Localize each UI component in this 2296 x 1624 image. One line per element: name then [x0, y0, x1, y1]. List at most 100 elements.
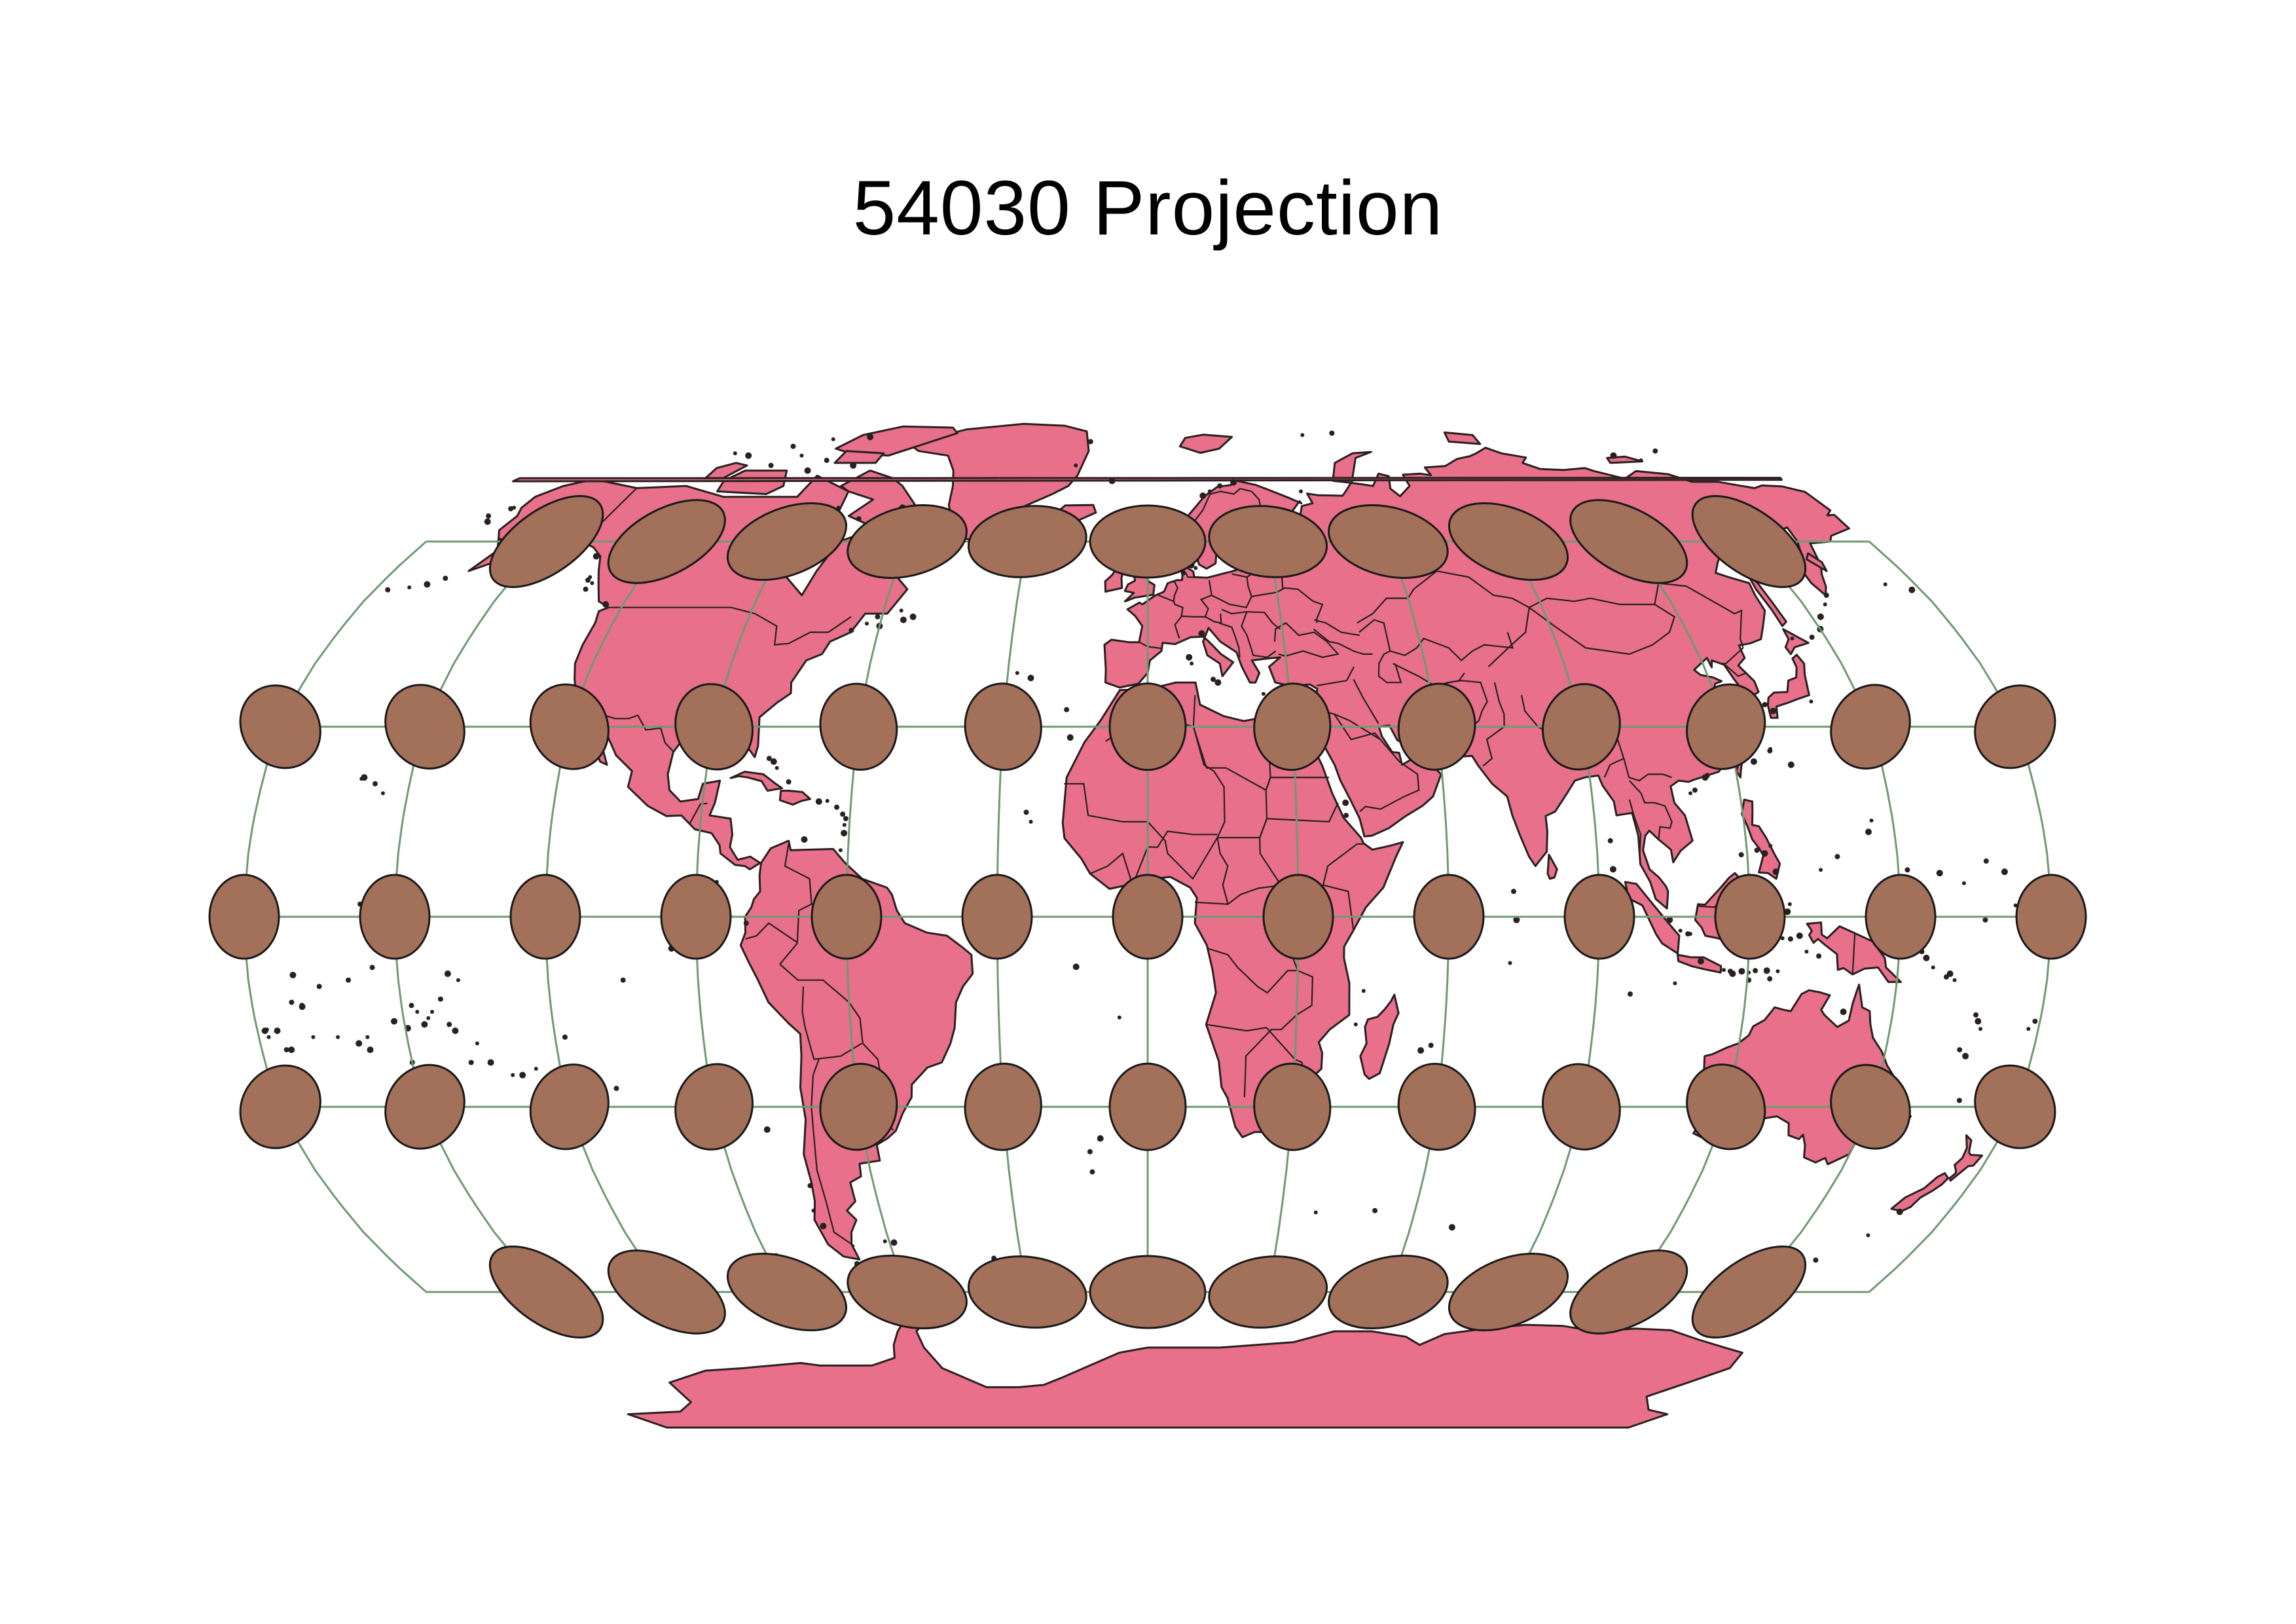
landmass-novaya-zemlya	[1332, 451, 1372, 484]
border-png-border	[1851, 933, 1856, 975]
border-turkey-south	[1317, 666, 1355, 687]
border-africa-horizontal-4	[1207, 948, 1298, 994]
island-speck	[484, 518, 491, 525]
tissot-indicatrix	[1974, 684, 2056, 769]
island-speck	[1261, 692, 1266, 696]
island-speck	[346, 977, 351, 983]
tissot-indicatrix	[208, 874, 280, 960]
island-speck	[2001, 868, 2008, 876]
island-speck	[875, 614, 881, 619]
island-speck	[456, 978, 460, 982]
landmass-antarctica	[627, 1310, 1743, 1429]
border-europe-8	[1221, 608, 1281, 630]
tissot-indicatrix	[1328, 504, 1449, 580]
island-speck	[385, 587, 391, 593]
island-speck	[424, 581, 431, 588]
island-speck	[1809, 635, 1815, 640]
island-speck	[1754, 847, 1760, 853]
island-speck	[1952, 978, 1957, 982]
island-speck	[1767, 748, 1773, 754]
island-speck	[1869, 819, 1874, 822]
island-speck	[1813, 1257, 1819, 1263]
tissot-indicatrix	[2015, 874, 2087, 960]
island-speck	[613, 1086, 619, 1092]
island-speck	[1834, 854, 1840, 860]
island-speck	[1816, 953, 1822, 959]
island-speck	[289, 972, 297, 978]
island-speck	[1767, 976, 1773, 982]
tissot-indicatrix	[1397, 1063, 1476, 1151]
tissot-indicatrix	[384, 684, 465, 770]
border-europe-5	[1184, 572, 1208, 579]
island-speck	[1417, 1047, 1425, 1054]
border-colombia-venezuela	[784, 843, 812, 904]
tissot-indicatrix	[1328, 1254, 1449, 1330]
island-speck	[804, 467, 811, 474]
island-speck	[486, 513, 492, 519]
island-speck	[1763, 967, 1770, 974]
landmass-wrangel-island	[512, 477, 1783, 483]
island-speck	[801, 836, 808, 843]
border-europe-4	[1173, 580, 1179, 602]
tissot-indicatrix	[1830, 684, 1911, 770]
island-speck	[1908, 586, 1916, 593]
island-speck	[1342, 799, 1349, 806]
island-speck	[1840, 1008, 1847, 1016]
island-speck	[1372, 1208, 1378, 1213]
island-speck	[437, 996, 443, 1002]
island-speck	[836, 506, 841, 510]
island-speck	[840, 811, 846, 817]
island-speck	[1787, 936, 1793, 942]
island-speck	[511, 1073, 515, 1077]
island-speck	[1673, 981, 1677, 986]
border-arabia	[1334, 713, 1420, 813]
island-speck	[1809, 699, 1813, 704]
island-speck	[1956, 1098, 1962, 1103]
tissot-indicatrix	[1112, 874, 1184, 960]
border-caspian	[1358, 619, 1402, 684]
island-speck	[834, 804, 840, 810]
border-peru-ecuador	[745, 922, 797, 943]
island-speck	[475, 1041, 479, 1046]
island-speck	[838, 848, 843, 853]
landmass-hispaniola	[778, 790, 811, 806]
island-speck	[1931, 965, 1935, 970]
border-bolivia-peru	[801, 986, 862, 1060]
island-speck	[1207, 489, 1212, 494]
island-speck	[311, 1035, 316, 1039]
island-speck	[1823, 593, 1829, 598]
island-speck	[1428, 1043, 1434, 1048]
island-speck	[1029, 819, 1033, 824]
island-speck	[799, 453, 804, 458]
island-speck	[261, 1027, 268, 1035]
tissot-indicatrix	[1108, 682, 1187, 771]
island-speck	[426, 1016, 431, 1020]
island-speck	[1936, 870, 1943, 877]
tissot-indicatrix	[1262, 874, 1334, 960]
island-speck	[1790, 637, 1795, 640]
border-southeast-asia-3	[1628, 799, 1642, 854]
tissot-indicatrix	[961, 874, 1033, 960]
landmass-new-siberian-islands	[1606, 455, 1644, 464]
island-speck	[841, 830, 848, 837]
tissot-indicatrix	[529, 1063, 610, 1151]
island-speck	[534, 1067, 538, 1071]
tissot-indicatrix	[819, 1063, 898, 1151]
island-speck	[359, 777, 364, 781]
border-argentina-chile	[811, 1059, 855, 1247]
island-speck	[848, 627, 854, 633]
island-speck	[583, 586, 589, 592]
island-speck	[1787, 902, 1792, 906]
landmass-south-america	[739, 840, 974, 1261]
island-speck	[811, 1208, 816, 1213]
island-speck	[1329, 430, 1335, 436]
border-kazakhstan-north	[1357, 570, 1530, 624]
island-speck	[1896, 1208, 1903, 1215]
island-speck	[1217, 483, 1223, 489]
tissot-indicatrix	[1974, 1064, 2056, 1149]
landmass-japan	[1766, 654, 1810, 719]
tissot-indicatrix	[607, 499, 726, 584]
island-speck	[1962, 1052, 1969, 1060]
island-speck	[1692, 787, 1698, 793]
